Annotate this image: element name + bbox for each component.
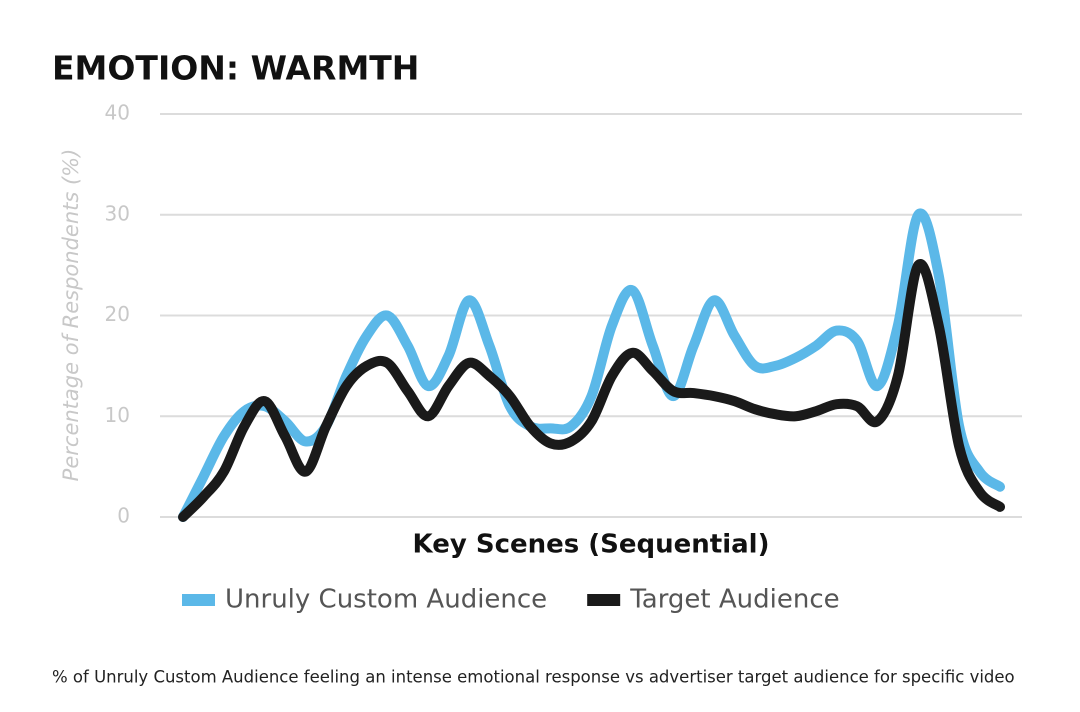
y-tick-label: 30 xyxy=(105,201,130,225)
footnote: % of Unruly Custom Audience feeling an i… xyxy=(52,668,1015,687)
y-tick-label: 0 xyxy=(117,504,130,528)
chart-title: EMOTION: WARMTH xyxy=(52,49,419,88)
line-series xyxy=(178,258,1005,522)
y-axis-label: Percentage of Respondents (%) xyxy=(59,149,83,482)
y-tick-label: 20 xyxy=(105,302,130,326)
x-axis-label: Key Scenes (Sequential) xyxy=(413,530,770,560)
legend-label: Unruly Custom Audience xyxy=(225,585,547,615)
legend-label: Target Audience xyxy=(629,585,839,615)
y-tick-label: 10 xyxy=(105,403,130,427)
y-tick-label: 40 xyxy=(105,101,130,125)
